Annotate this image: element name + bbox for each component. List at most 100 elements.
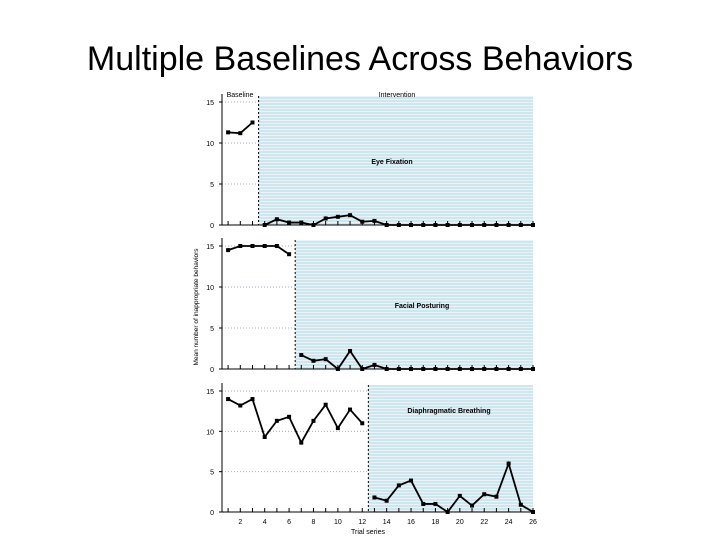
data-point: [531, 510, 535, 514]
data-point: [457, 367, 462, 371]
data-point: [262, 244, 267, 248]
data-point: [433, 223, 438, 227]
data-point: [311, 223, 316, 227]
x-tick-label: 12: [358, 519, 366, 526]
panel-2: 0 5 10 15 Facial Posturing Mean number of ina…: [193, 238, 535, 374]
data-point: [494, 494, 499, 499]
data-point: [482, 223, 487, 227]
data-point: [421, 367, 426, 371]
data-point: [470, 223, 475, 227]
data-point: [348, 213, 353, 218]
x-tick-label: 18: [432, 519, 440, 526]
data-point: [494, 223, 499, 227]
data-point: [274, 217, 279, 222]
data-point: [421, 501, 426, 506]
data-point: [311, 358, 316, 363]
data-point: [506, 367, 511, 371]
data-point: [506, 461, 511, 466]
data-point: [287, 220, 292, 225]
y-tick-label: 15: [206, 244, 214, 251]
data-point: [262, 223, 267, 227]
data-point: [226, 397, 231, 402]
data-point: [274, 418, 279, 423]
data-point: [360, 367, 365, 371]
intervention-region: [295, 240, 533, 369]
data-point: [445, 367, 450, 371]
data-point: [384, 367, 389, 371]
y-axis-label: Mean number of inappropriate behaviors: [193, 248, 200, 366]
y-tick-label: 5: [210, 182, 214, 189]
data-point: [457, 493, 462, 498]
x-tick-label: 10: [334, 519, 342, 526]
series-line: [227, 245, 290, 255]
data-point: [531, 367, 535, 371]
data-point: [250, 397, 255, 402]
data-point: [396, 223, 401, 227]
phase-label-baseline: Baseline: [227, 92, 254, 99]
data-point: [262, 434, 267, 439]
data-point: [348, 407, 353, 412]
series-line: [227, 397, 363, 445]
data-point: [323, 216, 328, 221]
data-point: [409, 478, 414, 483]
data-point: [335, 367, 340, 371]
data-point: [518, 223, 523, 227]
data-point: [238, 403, 243, 408]
data-point: [348, 348, 353, 353]
data-point: [445, 223, 450, 227]
x-tick-label: 6: [287, 519, 291, 526]
panel-1: 0 5 10 15 Eye Fixation Baseline Intervention: [206, 92, 535, 230]
data-point: [274, 244, 279, 248]
data-point: [323, 357, 328, 362]
x-tick-label: 26: [529, 519, 537, 526]
y-tick-label: 5: [210, 326, 214, 333]
data-point: [518, 367, 523, 371]
data-point: [482, 492, 487, 497]
data-point: [470, 367, 475, 371]
y-tick-label: 15: [206, 389, 214, 396]
x-axis-label: Trial series: [351, 529, 385, 536]
data-point: [299, 353, 304, 358]
series-line: [300, 349, 533, 371]
data-point: [250, 244, 255, 248]
x-tick-label: 8: [312, 519, 316, 526]
y-tick-label: 10: [206, 141, 214, 148]
data-point: [311, 418, 316, 423]
data-point: [335, 214, 340, 219]
data-point: [396, 367, 401, 371]
data-point: [323, 402, 328, 407]
data-point: [433, 367, 438, 371]
data-point: [360, 421, 365, 426]
data-point: [250, 120, 255, 125]
x-tick-label: 22: [480, 519, 488, 526]
data-point: [531, 223, 535, 227]
phase-label-intervention: Intervention: [379, 92, 416, 99]
y-tick-label: 10: [206, 429, 214, 436]
data-point: [445, 510, 450, 514]
data-point: [372, 362, 377, 367]
slide-title: Multiple Baselines Across Behaviors: [86, 40, 634, 78]
series-line: [374, 460, 534, 514]
data-point: [384, 498, 389, 503]
intervention-region: [368, 385, 533, 512]
data-point: [360, 219, 365, 224]
x-tick-label: 24: [505, 519, 513, 526]
data-point: [494, 367, 499, 371]
data-point: [384, 223, 389, 227]
panel-title: Eye Fixation: [371, 159, 412, 166]
y-tick-label: 0: [210, 510, 214, 517]
data-point: [409, 367, 414, 371]
x-tick-label: 14: [383, 519, 391, 526]
data-point: [396, 483, 401, 488]
data-point: [335, 426, 340, 431]
data-point: [238, 244, 243, 248]
data-point: [518, 502, 523, 507]
x-tick-label: 16: [407, 519, 415, 526]
data-point: [482, 367, 487, 371]
x-tick-label: 20: [456, 519, 464, 526]
y-tick-label: 5: [210, 470, 214, 477]
data-point: [470, 503, 475, 508]
data-point: [409, 223, 414, 227]
x-tick-label: 2: [238, 519, 242, 526]
